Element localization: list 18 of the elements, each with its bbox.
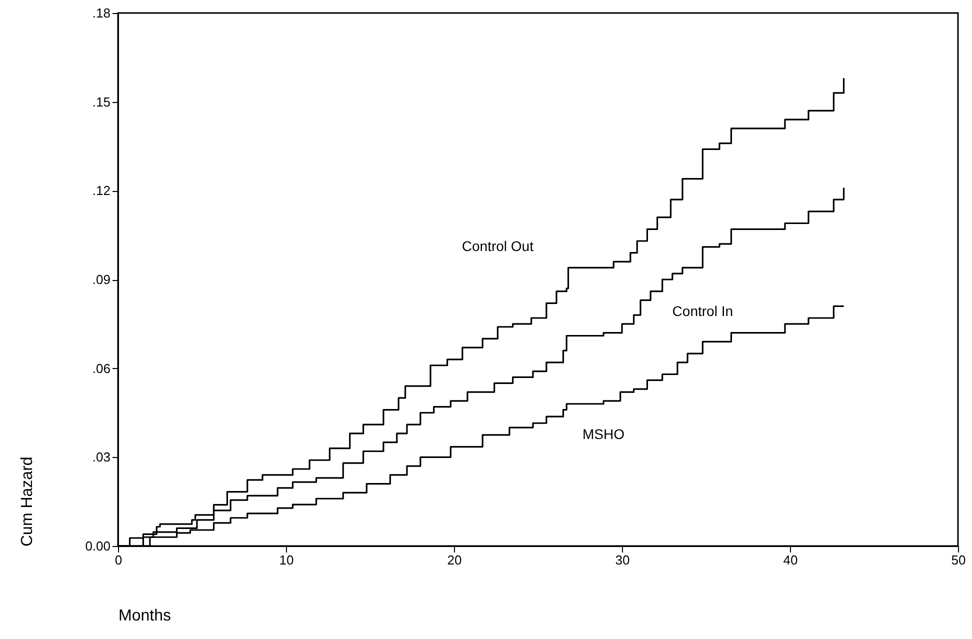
y-tick-label: .12 [92,183,110,198]
text: Control Out [462,238,534,254]
x-tick-label: 30 [615,552,630,568]
x-tick-label: 50 [951,552,966,568]
y-tick-label: .06 [92,360,110,376]
x-tick-label: 40 [783,552,798,568]
y-tick-label: .15 [92,94,110,110]
y-axis-title: Cum Hazard [19,456,36,546]
series-label: MSHO [582,426,625,442]
series-label: Control In [672,302,733,319]
x-tick-label: 0 [114,552,122,568]
y-tick-label: .09 [92,272,110,287]
x-tick-label: 10 [279,552,294,568]
y-tick-label: .03 [92,450,110,465]
x-axis-title: Months [118,608,171,624]
y-tick-label: 0.00 [85,538,110,554]
x-tick-label: 20 [447,552,462,568]
y-tick-label: .18 [92,6,110,20]
